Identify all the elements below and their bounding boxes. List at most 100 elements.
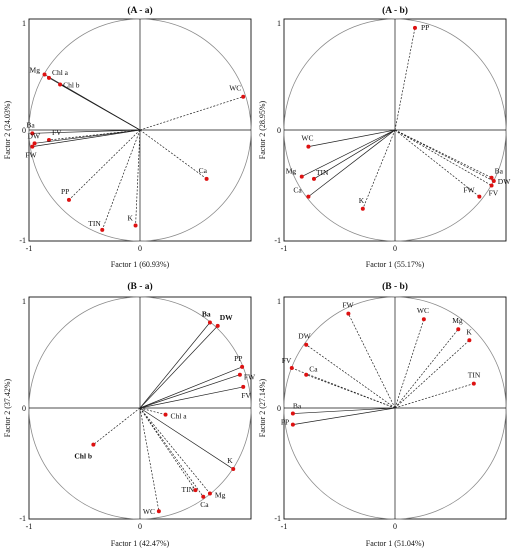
- loading-vector: [305, 344, 396, 409]
- loading-vector: [139, 407, 166, 415]
- loading-point: [421, 317, 426, 322]
- loading-vector: [93, 407, 141, 445]
- variable-label: DW: [28, 131, 41, 140]
- loading-vector: [292, 407, 396, 414]
- loading-vector: [306, 374, 396, 409]
- y-tick-label: 1: [22, 297, 26, 306]
- y-tick-label: 1: [277, 19, 281, 28]
- y-tick-label: 0: [277, 126, 281, 135]
- loading-vector: [139, 374, 241, 409]
- y-axis-label: Factor 2 (27.14%): [258, 378, 267, 437]
- y-tick-label: 0: [22, 126, 26, 135]
- x-axis-label: Factor 1 (55.17%): [366, 260, 425, 269]
- x-tick-label: -1: [26, 522, 33, 531]
- variable-label: DW: [498, 177, 511, 186]
- y-axis-label: Factor 2 (37.42%): [3, 378, 12, 437]
- loading-vector: [139, 407, 234, 470]
- variable-label: K: [359, 196, 365, 205]
- loading-point: [30, 144, 35, 149]
- loading-point: [46, 75, 51, 80]
- loading-vector: [313, 129, 396, 180]
- loading-vector: [292, 407, 396, 425]
- loading-point: [304, 342, 309, 347]
- loading-point: [306, 194, 311, 199]
- loading-vector: [394, 340, 470, 409]
- variable-label: PP: [421, 23, 429, 32]
- variable-label: Chl a: [52, 68, 69, 77]
- variable-label: Ba: [293, 402, 302, 411]
- x-tick-label: -1: [281, 244, 288, 253]
- loading-point: [489, 175, 494, 180]
- variable-label: WC: [229, 84, 241, 93]
- loading-point: [489, 183, 494, 188]
- variable-label: TIN: [468, 371, 481, 380]
- loading-point: [133, 223, 138, 228]
- panel-title: (B - b): [382, 281, 408, 292]
- variable-label: TIN: [182, 485, 195, 494]
- loading-point: [360, 206, 365, 211]
- loading-vector: [308, 129, 396, 197]
- loading-point: [30, 131, 35, 136]
- x-tick-label: -1: [281, 522, 288, 531]
- loading-vector: [32, 129, 141, 134]
- variable-label: Mg: [215, 490, 226, 499]
- loading-point: [311, 176, 316, 181]
- variable-label: Ba: [26, 120, 35, 129]
- loading-point: [467, 338, 472, 343]
- loading-point: [100, 227, 105, 232]
- loading-vector: [394, 129, 492, 186]
- loading-vector: [135, 129, 141, 226]
- loading-point: [207, 320, 212, 325]
- variable-label: DW: [220, 313, 233, 322]
- variable-label: FV: [241, 391, 251, 400]
- y-tick-label: -1: [19, 514, 26, 523]
- y-tick-label: 1: [22, 19, 26, 28]
- x-tick-label: 0: [393, 244, 397, 253]
- variable-label: FW: [463, 186, 475, 195]
- variable-label: K: [466, 327, 472, 336]
- loading-point: [204, 176, 209, 181]
- loading-point: [477, 194, 482, 199]
- y-axis-label: Factor 2 (28.95%): [258, 100, 267, 159]
- variable-label: PP: [234, 354, 242, 363]
- loading-point: [241, 94, 246, 99]
- variable-label: FW: [244, 373, 256, 382]
- y-tick-label: 0: [22, 404, 26, 413]
- loading-point: [412, 25, 417, 30]
- loading-point: [66, 197, 71, 202]
- variable-label: FV: [489, 189, 499, 198]
- variable-label: Ca: [200, 500, 209, 509]
- y-axis-label: Factor 2 (24.03%): [3, 100, 12, 159]
- x-tick-label: -1: [26, 244, 33, 253]
- y-tick-label: 0: [277, 404, 281, 413]
- loading-vector: [308, 129, 396, 147]
- loading-vector: [139, 386, 244, 409]
- pca-panel-3: (B - a) -1 0 1 0 -1 Factor 1 (42.47%) Factor 2 …: [3, 281, 256, 548]
- x-tick-label: 0: [393, 522, 397, 531]
- variable-label: Mg: [452, 316, 463, 325]
- loading-point: [231, 467, 236, 472]
- variable-label: PP: [281, 418, 289, 427]
- loading-vector: [394, 129, 494, 182]
- loading-vector: [139, 407, 196, 491]
- loading-vector: [101, 129, 141, 231]
- loading-point: [156, 509, 161, 514]
- loading-point: [58, 82, 63, 87]
- loading-vector: [139, 322, 211, 409]
- variable-label: FV: [52, 128, 62, 137]
- loading-point: [237, 372, 242, 377]
- variable-label: Chl b: [74, 452, 92, 461]
- loading-vector: [32, 129, 141, 147]
- variable-label: Mg: [30, 66, 41, 75]
- loading-point: [471, 381, 476, 386]
- loading-vector: [139, 407, 204, 498]
- loading-vector: [394, 129, 492, 179]
- loading-point: [304, 372, 309, 377]
- variable-label: FW: [25, 151, 37, 160]
- loading-point: [42, 72, 47, 77]
- loading-vector: [139, 325, 218, 409]
- loading-point: [491, 179, 496, 184]
- loading-point: [163, 412, 168, 417]
- loading-vector: [139, 366, 243, 409]
